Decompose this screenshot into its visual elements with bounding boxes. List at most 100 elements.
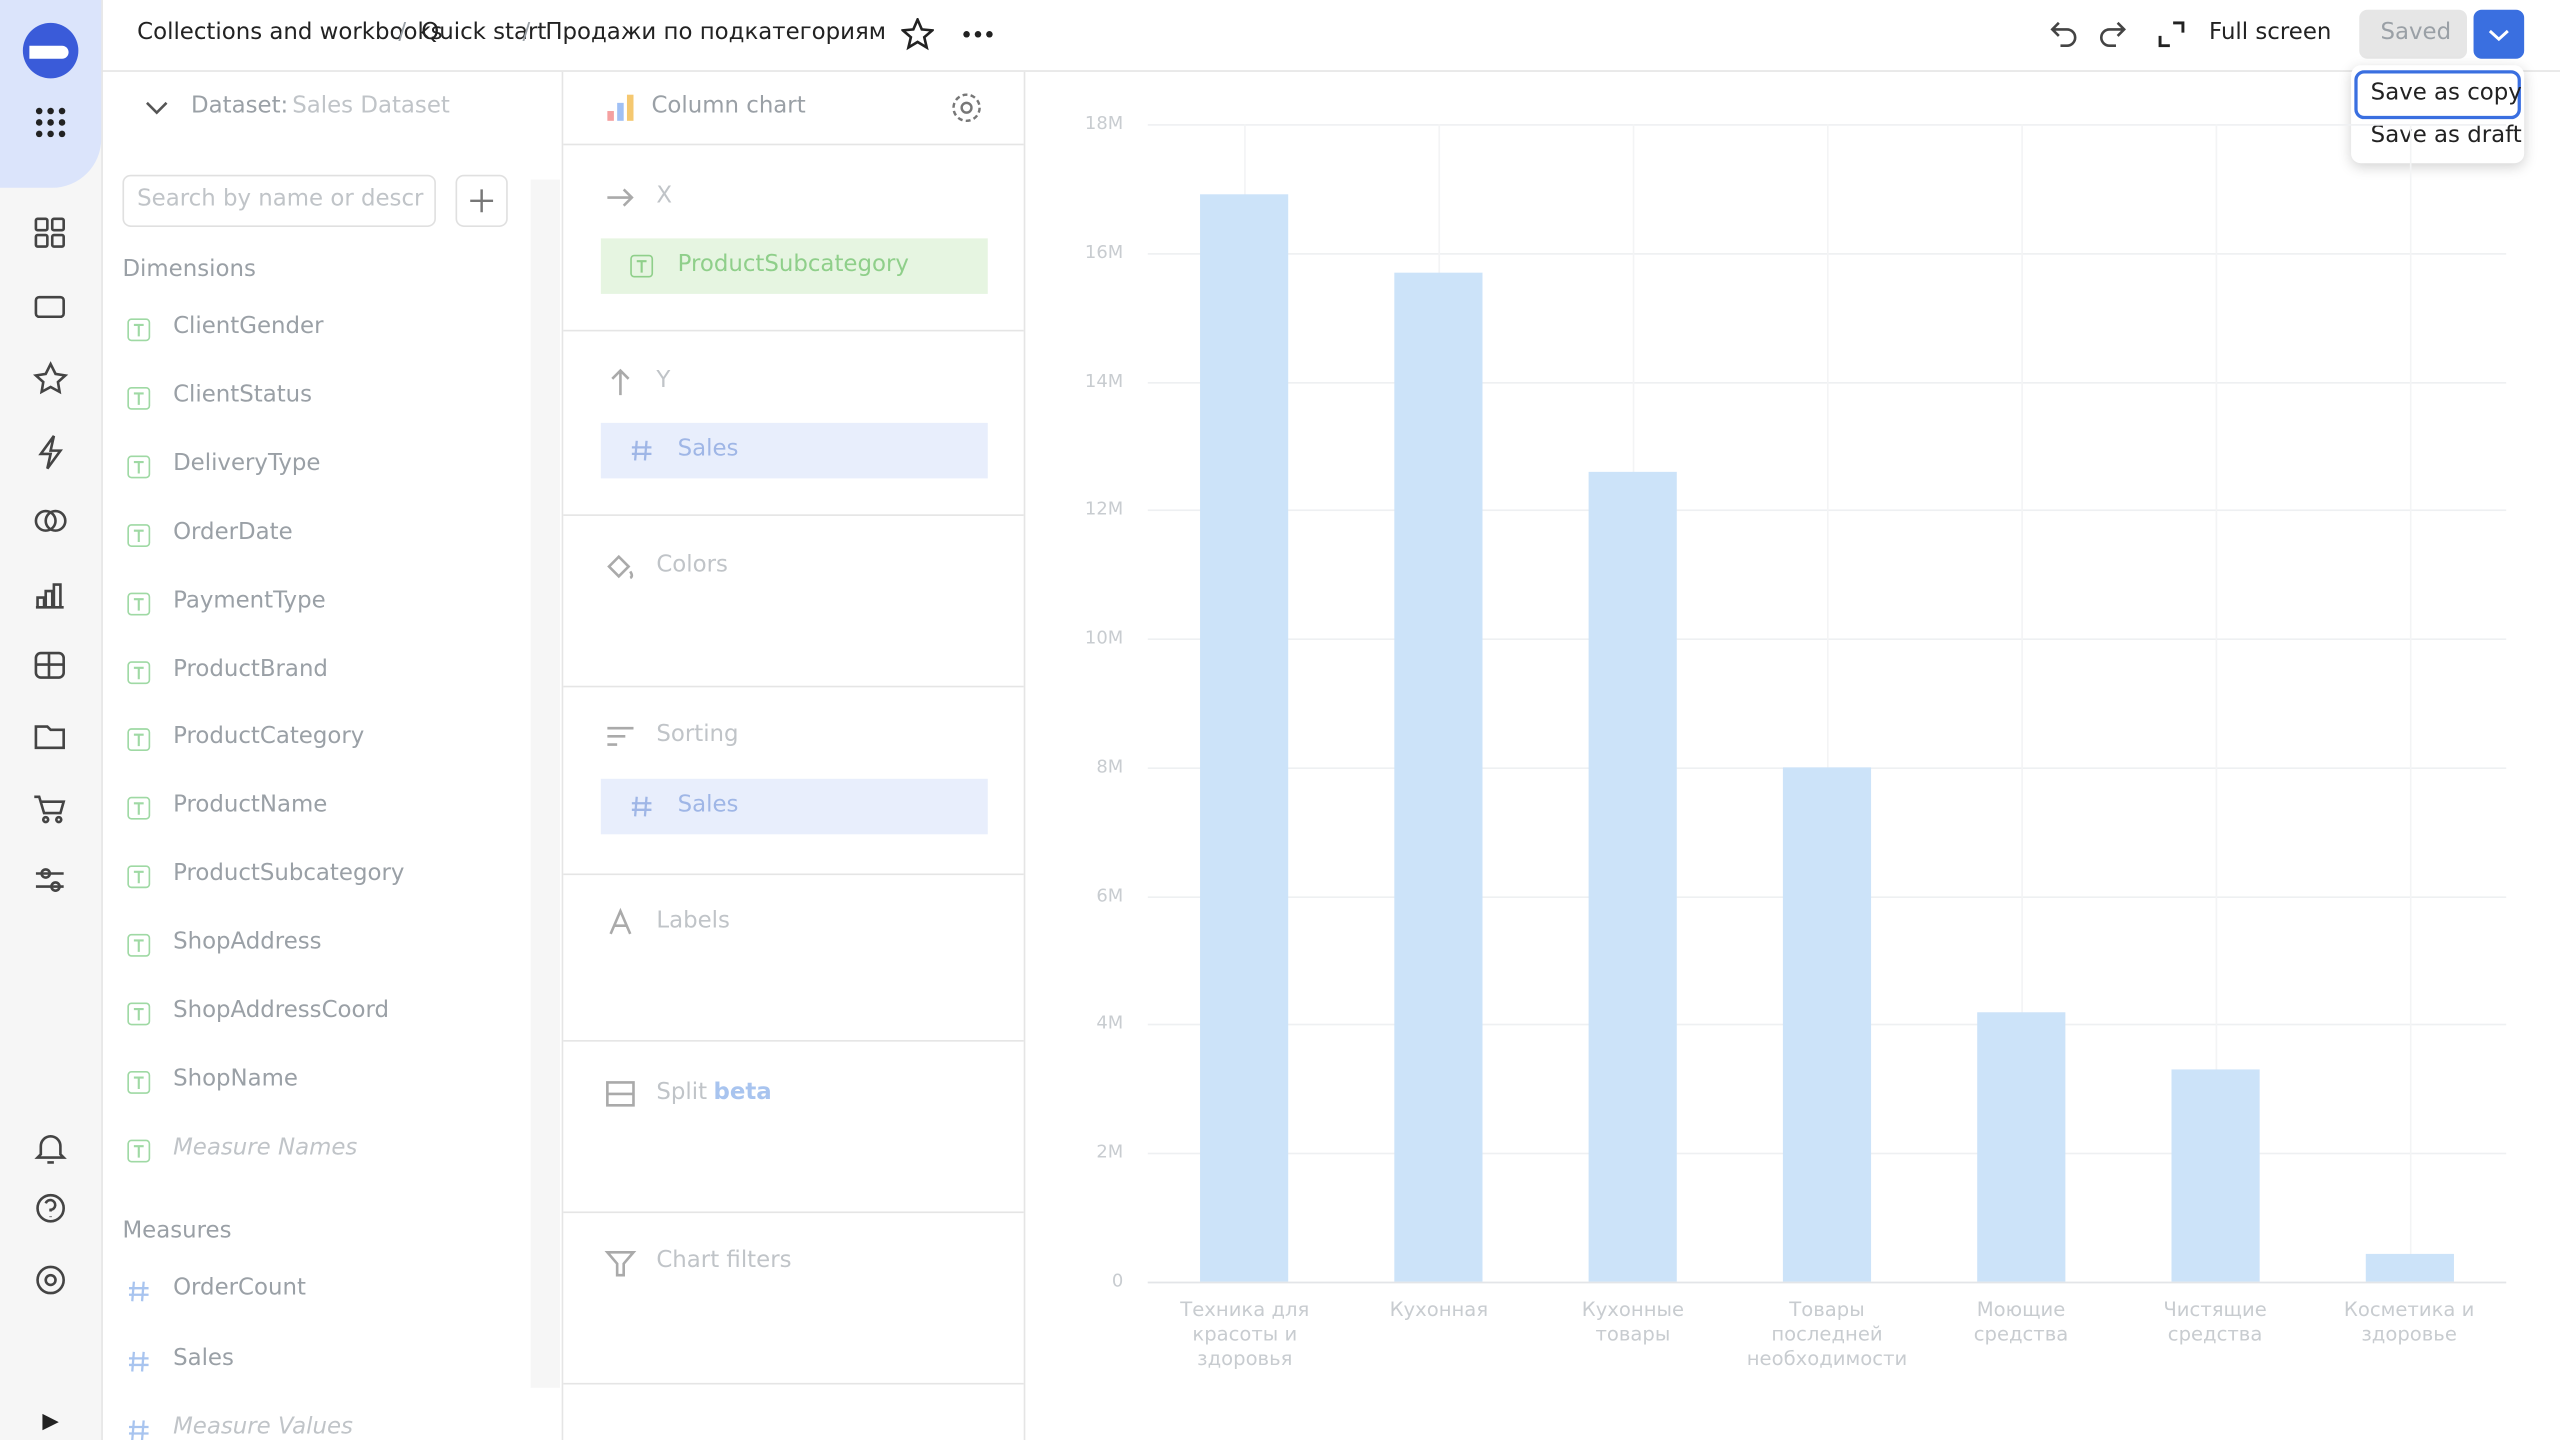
sections-panel: [563, 71, 1026, 1440]
y-tick-label: 12M: [1084, 498, 1124, 520]
fullscreen-label[interactable]: Full screen: [2209, 19, 2332, 46]
bar[interactable]: [2171, 1069, 2260, 1282]
menu-focus: [2354, 70, 2521, 120]
dimension-item[interactable]: ProductSubcategory: [173, 860, 405, 887]
type-icon: [127, 592, 151, 615]
save-menu: [2351, 65, 2525, 164]
type-icon: [127, 1002, 151, 1026]
type-icon: [127, 523, 151, 547]
section-icon: [607, 726, 634, 746]
menu-item[interactable]: Save as draft: [2370, 122, 2522, 149]
y-tick-label: 16M: [1084, 241, 1124, 263]
type-icon: [127, 1070, 151, 1094]
chart-type-icon[interactable]: [606, 93, 639, 122]
breadcrumb[interactable]: Quick start: [421, 19, 547, 46]
breadcrumb[interactable]: Collections and workbooks: [137, 19, 443, 46]
search-placeholder[interactable]: Search by name or descript: [137, 186, 425, 213]
measures-title: Measures: [122, 1217, 232, 1245]
saved-button[interactable]: [2359, 9, 2468, 59]
hash-icon: [128, 1420, 149, 1440]
favorite-icon[interactable]: [901, 17, 934, 51]
breadcrumb-separator: /: [522, 19, 531, 46]
field-pill[interactable]: [600, 238, 988, 294]
section-icon: [609, 907, 632, 935]
section-icon: [606, 1081, 635, 1107]
section-title: Chart filters: [656, 1247, 792, 1274]
breadcrumb[interactable]: Продажи по подкатегориям: [545, 19, 887, 46]
menu-item[interactable]: Save as copy: [2370, 80, 2522, 107]
type-icon: [630, 254, 654, 278]
section-icon: [607, 188, 634, 207]
hash-icon: [128, 1350, 149, 1371]
breadcrumb-separator: /: [398, 19, 407, 46]
dataset-name[interactable]: Sales Dataset: [292, 93, 450, 120]
saved-label[interactable]: Saved: [2380, 19, 2452, 46]
undo-redo[interactable]: [2047, 20, 2129, 49]
dimension-item[interactable]: DeliveryType: [173, 450, 321, 477]
measure-item[interactable]: Measure Values: [173, 1413, 353, 1440]
y-tick-label: 4M: [1096, 1012, 1124, 1035]
bar[interactable]: [1976, 1011, 2066, 1282]
section-icon: [611, 368, 630, 396]
section-icon: [604, 1250, 637, 1277]
apps-icon[interactable]: [34, 106, 67, 139]
section-divider: [563, 329, 1024, 332]
scrollbar: [530, 179, 561, 1388]
type-icon: [127, 660, 151, 684]
grid-line-vertical: [2215, 124, 2217, 1282]
dimension-item[interactable]: ProductCategory: [173, 723, 365, 751]
x-tick-label: Товары последней необходимости: [1746, 1297, 1908, 1370]
settings-icon[interactable]: [950, 91, 983, 124]
field-pill[interactable]: [600, 422, 988, 479]
nav-icons[interactable]: [33, 216, 69, 1326]
type-icon: [127, 455, 151, 479]
dimensions-title: Dimensions: [122, 256, 256, 283]
y-tick-label: 6M: [1096, 884, 1124, 906]
y-tick-label: 2M: [1096, 1141, 1124, 1163]
type-icon: [127, 1139, 151, 1163]
field-pill-label[interactable]: Sales: [677, 791, 739, 818]
section-divider: [563, 1040, 1024, 1042]
x-axis: [1147, 1281, 2507, 1284]
bar[interactable]: [1394, 271, 1483, 1282]
more-icon[interactable]: [962, 29, 995, 39]
hash-icon: [631, 440, 652, 461]
dimension-item[interactable]: OrderDate: [173, 518, 293, 545]
dimension-item[interactable]: ProductBrand: [173, 655, 328, 682]
field-pill-label[interactable]: Sales: [677, 435, 739, 463]
search-input[interactable]: [122, 174, 436, 227]
section-divider: [563, 514, 1024, 516]
hash-icon: [631, 796, 652, 817]
dimension-item[interactable]: Measure Names: [173, 1134, 358, 1161]
bar[interactable]: [1782, 767, 1872, 1282]
dimension-item[interactable]: ShopAddressCoord: [173, 997, 390, 1024]
x-tick-label: Чистящие средства: [2163, 1297, 2267, 1346]
grid-line-vertical: [2021, 124, 2023, 1282]
dimension-item[interactable]: ProductName: [173, 792, 328, 819]
bar[interactable]: [1588, 471, 1678, 1282]
dimension-item[interactable]: ClientGender: [173, 313, 324, 340]
bar[interactable]: [1200, 194, 1289, 1282]
field-pill[interactable]: [600, 778, 988, 835]
bar[interactable]: [2365, 1254, 2454, 1282]
y-tick-label: 10M: [1084, 627, 1124, 649]
section-divider: [563, 1382, 1024, 1385]
dimension-item[interactable]: ShopName: [173, 1065, 298, 1093]
chart-type[interactable]: Column chart: [651, 93, 806, 120]
collapse-icon[interactable]: [144, 95, 170, 121]
save-menu-button[interactable]: [2473, 9, 2525, 59]
dimension-item[interactable]: PaymentType: [173, 587, 326, 614]
add-field-button[interactable]: [455, 174, 508, 227]
dimension-item[interactable]: ClientStatus: [173, 381, 313, 408]
measure-item[interactable]: Sales: [173, 1344, 234, 1371]
dimension-item[interactable]: ShopAddress: [173, 929, 322, 956]
dataset-panel: [101, 71, 564, 1440]
fullscreen-icon[interactable]: [2158, 21, 2185, 48]
section-divider: [563, 143, 1024, 146]
measure-item[interactable]: OrderCount: [173, 1275, 306, 1302]
logo[interactable]: [20, 20, 82, 82]
section-divider: [563, 873, 1024, 876]
field-pill-label[interactable]: ProductSubcategory: [677, 251, 909, 278]
expand-icon[interactable]: [39, 1411, 62, 1434]
